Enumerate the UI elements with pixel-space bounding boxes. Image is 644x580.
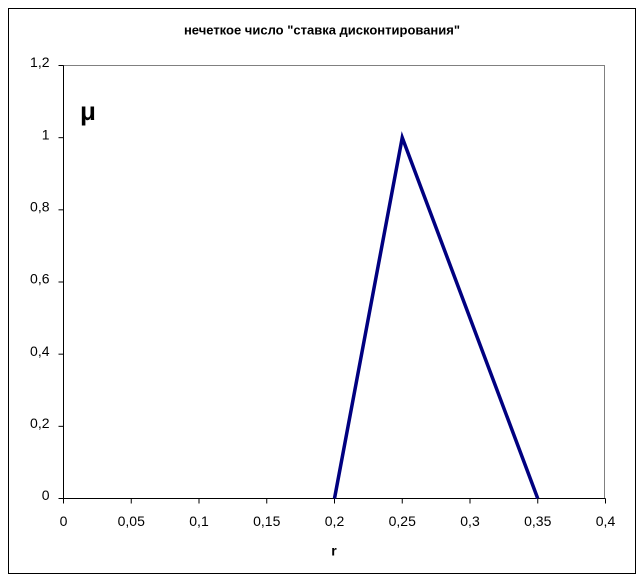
y-tick-label: 1,2 bbox=[30, 54, 50, 70]
x-tick-label: 0,05 bbox=[118, 513, 145, 529]
x-tick-label: 0,3 bbox=[460, 513, 480, 529]
annotation: μ bbox=[80, 96, 96, 126]
y-tick-label: 1 bbox=[42, 126, 50, 142]
x-tick-label: 0,2 bbox=[325, 513, 345, 529]
x-tick-label: 0,25 bbox=[389, 513, 416, 529]
plot-area bbox=[63, 65, 605, 499]
x-tick-label: 0,35 bbox=[524, 513, 551, 529]
y-tick-label: 0,4 bbox=[30, 343, 50, 359]
y-tick-label: 0 bbox=[42, 487, 50, 503]
y-tick-label: 0,8 bbox=[30, 199, 50, 215]
x-tick-label: 0 bbox=[60, 513, 68, 529]
x-tick-label: 0,15 bbox=[253, 513, 280, 529]
y-tick-label: 0,2 bbox=[30, 415, 50, 431]
x-tick-label: 0,4 bbox=[596, 513, 616, 529]
x-axis-title: r bbox=[331, 543, 337, 559]
x-tick-label: 0,1 bbox=[189, 513, 209, 529]
chart-title: нечеткое число "ставка дисконтирования" bbox=[184, 22, 460, 37]
y-tick-label: 0,6 bbox=[30, 271, 50, 287]
series-line bbox=[332, 131, 540, 500]
